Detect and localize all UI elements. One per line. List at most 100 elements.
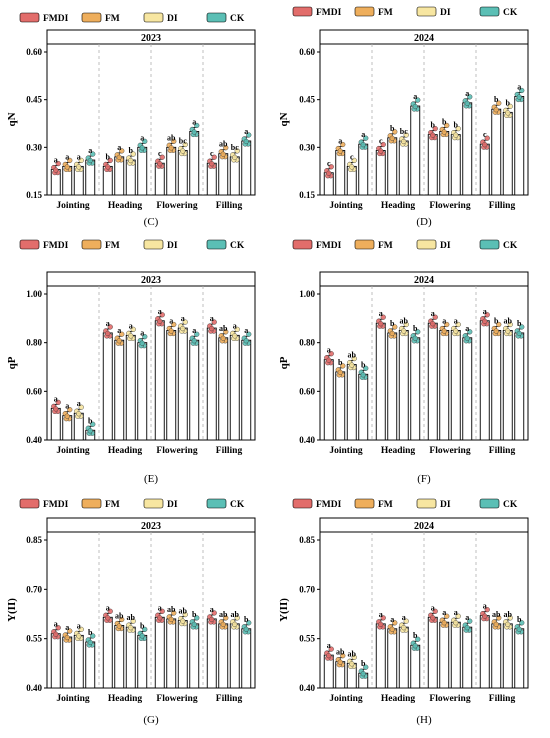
chart-panel: FMDI FM DI CK20240.150.300.450.60qNcacaJoin… (278, 6, 529, 228)
data-point (441, 328, 447, 334)
bar (479, 320, 490, 441)
data-point (484, 135, 490, 141)
bar (137, 342, 148, 441)
significance-letter: a (169, 317, 173, 326)
data-point (243, 138, 249, 145)
data-point (209, 161, 215, 167)
x-tick-label: Filling (216, 446, 243, 456)
data-point (234, 148, 240, 154)
panel-title: 2024 (414, 33, 434, 44)
data-point (403, 321, 409, 328)
significance-letter: a (517, 82, 521, 91)
data-point (403, 618, 409, 624)
data-point (246, 132, 252, 138)
significance-letter: b (129, 146, 134, 155)
significance-letter: a (88, 146, 92, 155)
data-point (234, 326, 240, 332)
significance-letter: ab (336, 648, 345, 657)
data-point (64, 413, 70, 419)
bar (450, 134, 461, 196)
y-tick-label: 0.30 (26, 142, 42, 152)
data-point (139, 340, 145, 346)
legend-swatch (19, 239, 40, 250)
significance-letter: ab (127, 613, 136, 622)
data-point (194, 615, 200, 621)
legend-swatch (143, 498, 164, 509)
significance-letter: b (192, 610, 197, 619)
significance-letter: a (54, 156, 58, 165)
data-point (505, 110, 511, 116)
data-point (392, 129, 398, 135)
legend-label: FMDI (43, 241, 69, 251)
bar (410, 105, 421, 196)
panel-title: 2023 (141, 521, 161, 532)
legend-label: CK (230, 500, 245, 510)
data-point (191, 338, 197, 344)
data-point (467, 618, 473, 624)
data-point (403, 132, 409, 138)
bar (229, 623, 240, 689)
data-point (363, 664, 369, 670)
significance-letter: b (517, 319, 522, 328)
legend-label: DI (167, 500, 178, 510)
data-point (516, 94, 522, 100)
significance-letter: ab (167, 133, 176, 142)
significance-letter: c (210, 149, 214, 158)
data-point (234, 615, 240, 621)
data-point (211, 319, 217, 325)
bar (206, 327, 217, 441)
data-point (128, 625, 134, 631)
data-point (130, 151, 136, 157)
significance-letter: a (390, 615, 394, 624)
y-tick-label: 0.70 (26, 584, 42, 594)
data-point (432, 608, 438, 614)
data-point (363, 135, 369, 141)
data-point (55, 625, 61, 631)
data-point (326, 170, 332, 176)
data-point (444, 613, 450, 619)
legend-label: FMDI (316, 241, 342, 251)
data-point (412, 335, 418, 341)
bar (154, 616, 165, 689)
bar (439, 130, 450, 196)
data-point (444, 321, 450, 328)
data-point (351, 654, 357, 660)
x-tick-label: Jointing (56, 201, 90, 211)
y-tick-label: 0.40 (26, 683, 42, 693)
panel-title: 2023 (141, 33, 161, 44)
data-point (107, 324, 113, 330)
panel-caption: (G) (143, 714, 159, 726)
data-point (87, 428, 93, 434)
data-point (107, 608, 113, 614)
bar (358, 143, 369, 196)
data-point (180, 618, 186, 624)
data-point (78, 157, 84, 164)
bar (479, 615, 490, 689)
bar (114, 625, 125, 689)
x-tick-label: Jointing (329, 694, 363, 704)
data-point (130, 618, 136, 624)
x-tick-label: Filling (216, 201, 243, 211)
data-point (467, 329, 473, 335)
x-tick-label: Filling (489, 446, 516, 456)
y-axis-label: qP (6, 356, 18, 369)
significance-letter: ab (219, 610, 228, 619)
data-point (505, 328, 511, 334)
data-point (351, 157, 357, 164)
bar (491, 623, 502, 689)
data-point (507, 321, 513, 328)
bar (427, 616, 438, 689)
significance-letter: ab (219, 140, 228, 149)
bar (166, 618, 177, 689)
data-point (180, 148, 186, 154)
legend-swatch (416, 239, 437, 250)
data-point (519, 87, 525, 94)
data-point (220, 621, 226, 627)
data-point (78, 404, 84, 410)
data-point (415, 329, 421, 335)
x-tick-label: Heading (381, 446, 416, 456)
x-tick-label: Jointing (56, 446, 90, 456)
data-point (464, 625, 470, 631)
data-point (55, 399, 61, 405)
data-point (90, 151, 96, 157)
